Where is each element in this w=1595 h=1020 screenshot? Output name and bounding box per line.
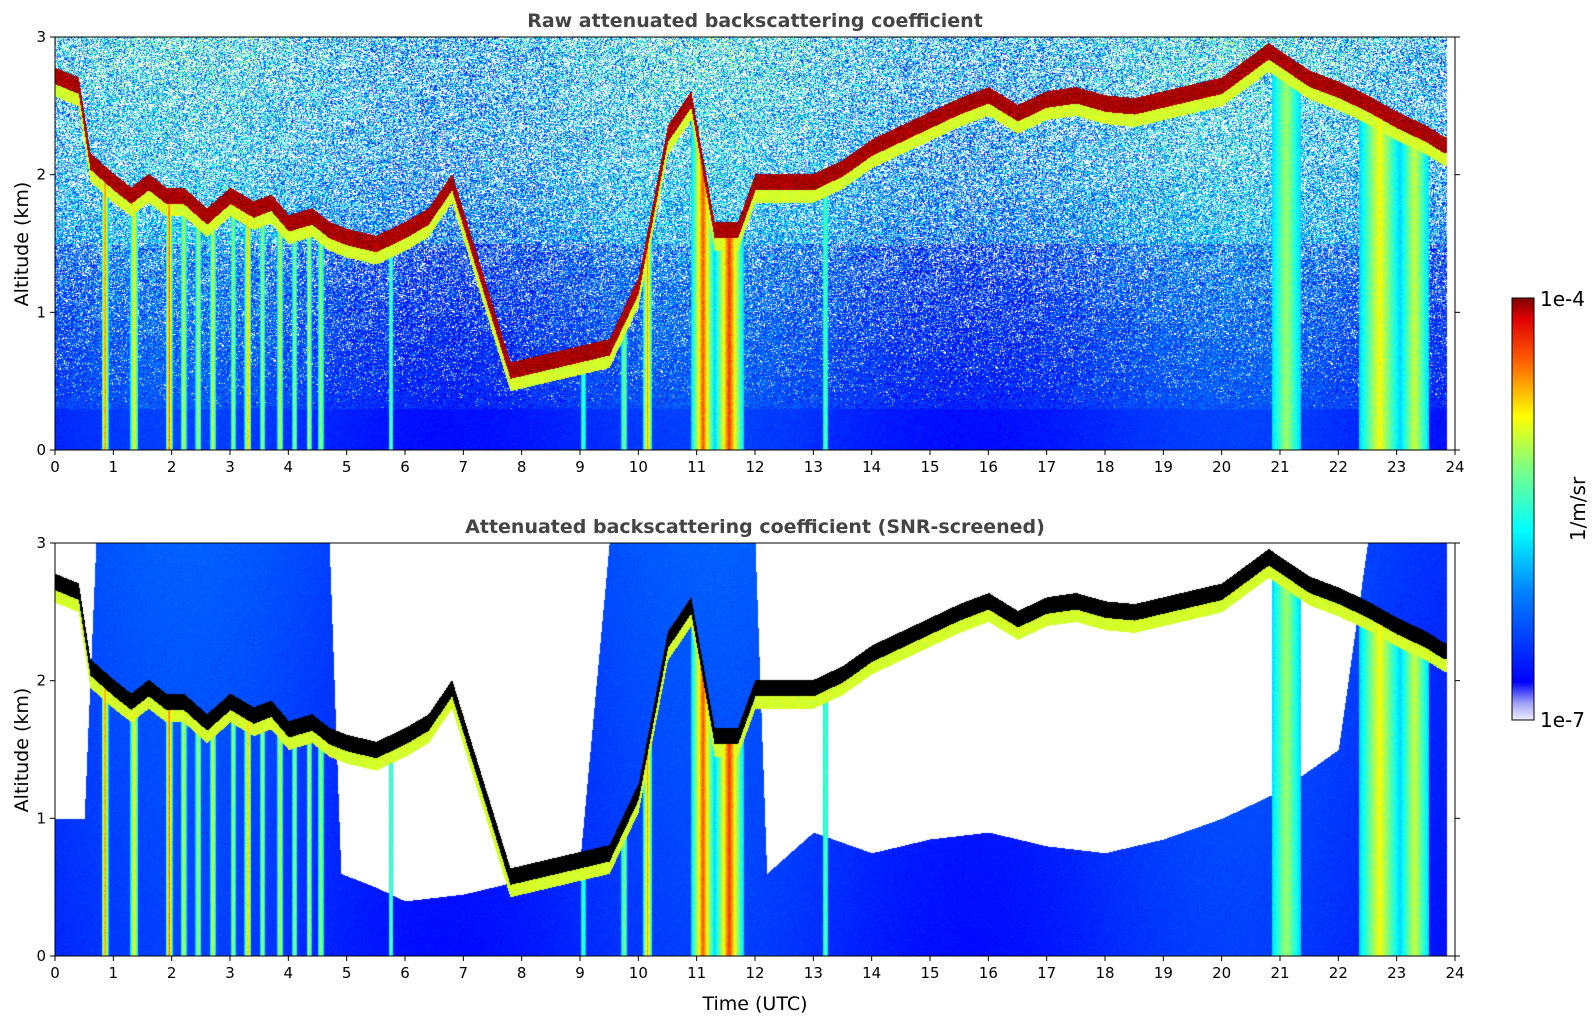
x-tick-label: 23 <box>1387 458 1406 476</box>
x-tick-label: 6 <box>400 964 410 982</box>
x-tick-label: 21 <box>1270 964 1289 982</box>
y-tick-label: 3 <box>36 28 46 46</box>
x-tick-label: 13 <box>804 458 823 476</box>
panel-screened-xlabel: Time (UTC) <box>701 993 807 1015</box>
x-tick-label: 12 <box>745 964 764 982</box>
x-tick-label: 0 <box>50 964 60 982</box>
x-tick-label: 24 <box>1445 458 1464 476</box>
colorbar-min-label: 1e-7 <box>1540 708 1585 732</box>
x-tick-label: 16 <box>979 964 998 982</box>
colorbar: 1e-4 1e-7 1/m/sr <box>1511 287 1590 732</box>
panel-raw-plot <box>55 37 1455 450</box>
panel-raw-heatmap <box>55 37 1455 450</box>
panel-screened-x-axis: 0 1 2 3 4 5 6 7 8 9 10 11 12 13 14 15 16 17 18 19 20 21 22 23 24 <box>50 956 1465 982</box>
x-tick-label: 20 <box>1212 458 1231 476</box>
x-tick-label: 16 <box>979 458 998 476</box>
y-tick-label: 0 <box>36 441 46 459</box>
x-tick-label: 3 <box>225 458 235 476</box>
x-tick-label: 1 <box>109 458 119 476</box>
x-tick-label: 5 <box>342 964 352 982</box>
x-tick-label: 8 <box>517 458 527 476</box>
x-tick-label: 14 <box>862 458 881 476</box>
x-tick-label: 4 <box>284 964 294 982</box>
x-tick-label: 18 <box>1095 458 1114 476</box>
y-tick-label: 2 <box>36 672 46 690</box>
y-tick-label: 1 <box>36 303 46 321</box>
x-tick-label: 6 <box>400 458 410 476</box>
x-tick-label: 4 <box>284 458 294 476</box>
x-tick-label: 12 <box>745 458 764 476</box>
x-tick-label: 8 <box>517 964 527 982</box>
panel-screened-ylabel: Altitude (km) <box>11 688 33 813</box>
x-tick-label: 19 <box>1154 458 1173 476</box>
panel-screened: Attenuated backscattering coefficient (S… <box>11 516 1465 1015</box>
x-tick-label: 15 <box>920 964 939 982</box>
x-tick-label: 21 <box>1270 458 1289 476</box>
x-tick-label: 3 <box>225 964 235 982</box>
x-tick-label: 7 <box>459 964 469 982</box>
colorbar-max-label: 1e-4 <box>1540 287 1585 311</box>
x-tick-label: 13 <box>804 964 823 982</box>
x-tick-label: 23 <box>1387 964 1406 982</box>
x-tick-label: 1 <box>109 964 119 982</box>
y-tick-label: 3 <box>36 534 46 552</box>
x-tick-label: 24 <box>1445 964 1464 982</box>
y-tick-label: 2 <box>36 166 46 184</box>
x-tick-label: 17 <box>1037 964 1056 982</box>
x-tick-label: 22 <box>1329 964 1348 982</box>
y-tick-label: 0 <box>36 947 46 965</box>
x-tick-label: 18 <box>1095 964 1114 982</box>
x-tick-label: 7 <box>459 458 469 476</box>
x-tick-label: 9 <box>575 458 585 476</box>
x-tick-label: 15 <box>920 458 939 476</box>
panel-raw-x-axis: 0 1 2 3 4 5 6 7 8 9 10 11 12 13 14 15 16 17 18 19 20 21 22 23 24 <box>50 450 1465 476</box>
colorbar-ramp <box>1511 297 1535 721</box>
panel-raw-title: Raw attenuated backscattering coefficien… <box>527 10 983 32</box>
panel-screened-title: Attenuated backscattering coefficient (S… <box>465 516 1045 538</box>
x-tick-label: 10 <box>629 458 648 476</box>
x-tick-label: 11 <box>687 458 706 476</box>
x-tick-label: 19 <box>1154 964 1173 982</box>
x-tick-label: 2 <box>167 964 177 982</box>
x-tick-label: 5 <box>342 458 352 476</box>
panel-raw: Raw attenuated backscattering coefficien… <box>11 10 1465 476</box>
x-tick-label: 22 <box>1329 458 1348 476</box>
x-tick-label: 10 <box>629 964 648 982</box>
colorbar-unit-label: 1/m/sr <box>1566 476 1590 541</box>
panel-raw-ylabel: Altitude (km) <box>11 182 33 307</box>
panel-raw-y-axis: 0 1 2 3 <box>36 28 1460 459</box>
x-tick-label: 17 <box>1037 458 1056 476</box>
x-tick-label: 9 <box>575 964 585 982</box>
panel-screened-y-axis: 0 1 2 3 <box>36 534 1460 965</box>
x-tick-label: 14 <box>862 964 881 982</box>
panel-screened-plot <box>55 543 1455 956</box>
x-tick-label: 11 <box>687 964 706 982</box>
x-tick-label: 2 <box>167 458 177 476</box>
panel-screened-heatmap <box>55 543 1455 956</box>
y-tick-label: 1 <box>36 809 46 827</box>
x-tick-label: 0 <box>50 458 60 476</box>
x-tick-label: 20 <box>1212 964 1231 982</box>
